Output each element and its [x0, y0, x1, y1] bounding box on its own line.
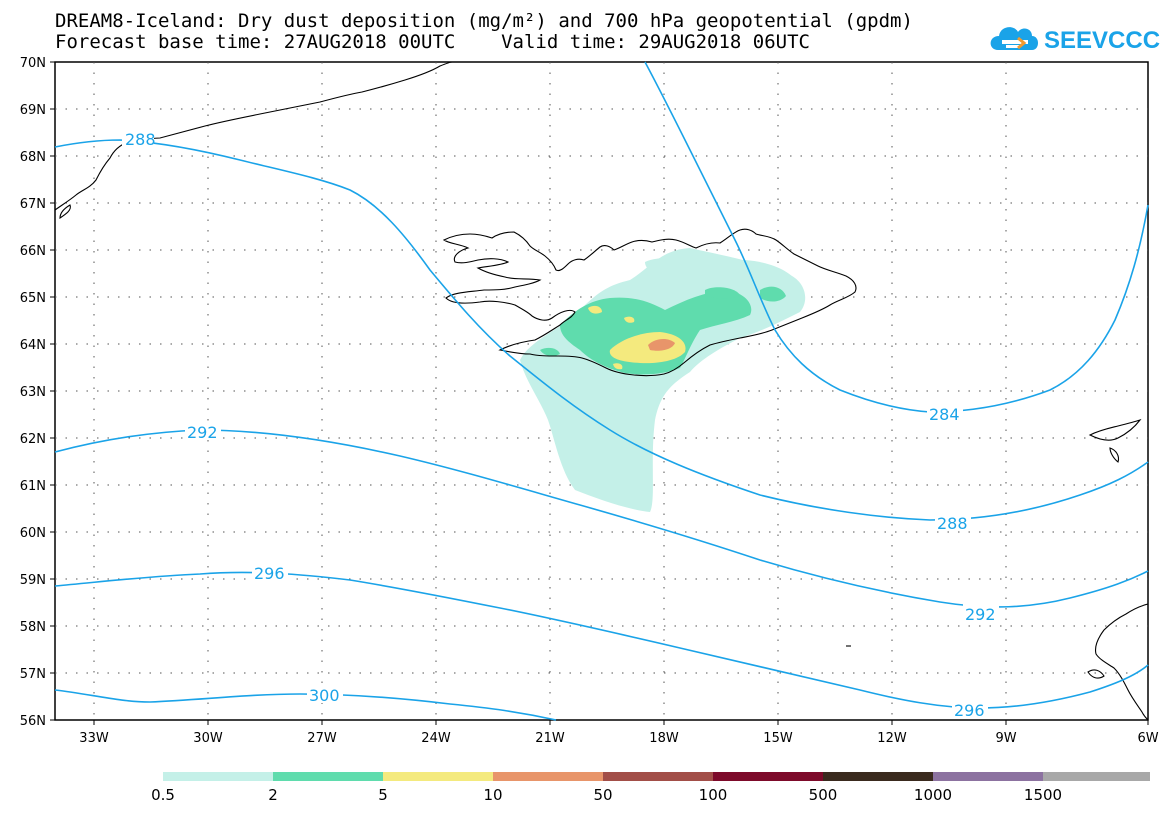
contour-label: 300	[309, 686, 340, 705]
colorbar-swatch	[493, 772, 603, 781]
lon-label: 6W	[1137, 731, 1158, 746]
axis-ticks	[50, 61, 1149, 725]
colorbar-label: 0.5	[151, 786, 175, 804]
lon-label: 30W	[193, 731, 223, 746]
colorbar-swatch	[383, 772, 493, 781]
colorbar-swatch	[713, 772, 823, 781]
lat-label: 67N	[20, 197, 46, 212]
lat-label: 61N	[20, 479, 46, 494]
lon-label: 9W	[995, 731, 1016, 746]
map-title-line2: Forecast base time: 27AUG2018 00UTC Vali…	[55, 31, 810, 53]
lat-label: 60N	[20, 526, 46, 541]
dust-deposition-field	[520, 248, 806, 512]
colorbar-swatch	[1043, 772, 1150, 781]
greenland-coastline	[54, 61, 453, 211]
lat-label: 59N	[20, 573, 46, 588]
colorbar-label: 500	[809, 786, 838, 804]
lat-label: 58N	[20, 620, 46, 635]
seevccc-logo: SEEVCCC	[990, 27, 1160, 54]
colorbar-swatch	[273, 772, 383, 781]
cloud-logo-icon	[990, 27, 1038, 50]
lon-label: 33W	[79, 731, 109, 746]
lat-label: 66N	[20, 244, 46, 259]
colorbar-label: 1000	[914, 786, 952, 804]
contour-label: 296	[954, 701, 985, 720]
dust-level-10	[648, 339, 675, 351]
contour-label: 288	[937, 514, 968, 533]
contour-label: 288	[125, 130, 156, 149]
lon-label: 15W	[763, 731, 793, 746]
colorbar-label: 50	[593, 786, 612, 804]
contour-label: 292	[965, 605, 996, 624]
colorbar-swatch	[163, 772, 273, 781]
lat-label: 63N	[20, 385, 46, 400]
colorbar: 0.5 2 5 10 50 100 500 1000 1500	[151, 772, 1150, 804]
longitude-labels: 33W 30W 27W 24W 21W 18W 15W 12W 9W 6W	[79, 731, 1158, 746]
lat-label: 56N	[20, 714, 46, 729]
colorbar-label: 10	[483, 786, 502, 804]
contour-300	[54, 689, 557, 721]
colorbar-label: 100	[699, 786, 728, 804]
contour-labels: 288 292 296 300 284 288 292 296	[122, 130, 999, 720]
lat-label: 62N	[20, 432, 46, 447]
faroe-coastline	[1088, 418, 1142, 441]
colorbar-swatch	[823, 772, 933, 781]
map-title-line1: DREAM8-Iceland: Dry dust deposition (mg/…	[55, 10, 913, 32]
contour-284	[644, 61, 1149, 413]
lat-label: 68N	[20, 150, 46, 165]
colorbar-swatch	[933, 772, 1043, 781]
lat-label: 70N	[20, 56, 46, 71]
coastlines	[54, 61, 1149, 721]
colorbar-swatch	[603, 772, 713, 781]
latitude-labels: 70N 69N 68N 67N 66N 65N 64N 63N 62N 61N …	[20, 56, 46, 729]
contour-label: 296	[254, 564, 285, 583]
lat-label: 64N	[20, 338, 46, 353]
iceland-coastline	[442, 228, 857, 377]
colorbar-label: 1500	[1024, 786, 1062, 804]
contour-label: 292	[187, 423, 218, 442]
contour-296	[54, 571, 1149, 709]
lon-label: 12W	[877, 731, 907, 746]
scotland-coastline	[1094, 603, 1149, 721]
colorbar-label: 2	[268, 786, 278, 804]
lon-label: 21W	[535, 731, 565, 746]
lat-label: 69N	[20, 103, 46, 118]
contour-label: 284	[929, 405, 960, 424]
lat-label: 57N	[20, 667, 46, 682]
colorbar-label: 5	[378, 786, 388, 804]
lon-label: 27W	[307, 731, 337, 746]
lat-label: 65N	[20, 291, 46, 306]
lon-label: 18W	[649, 731, 679, 746]
lon-label: 24W	[421, 731, 451, 746]
logo-text: SEEVCCC	[1044, 27, 1160, 54]
